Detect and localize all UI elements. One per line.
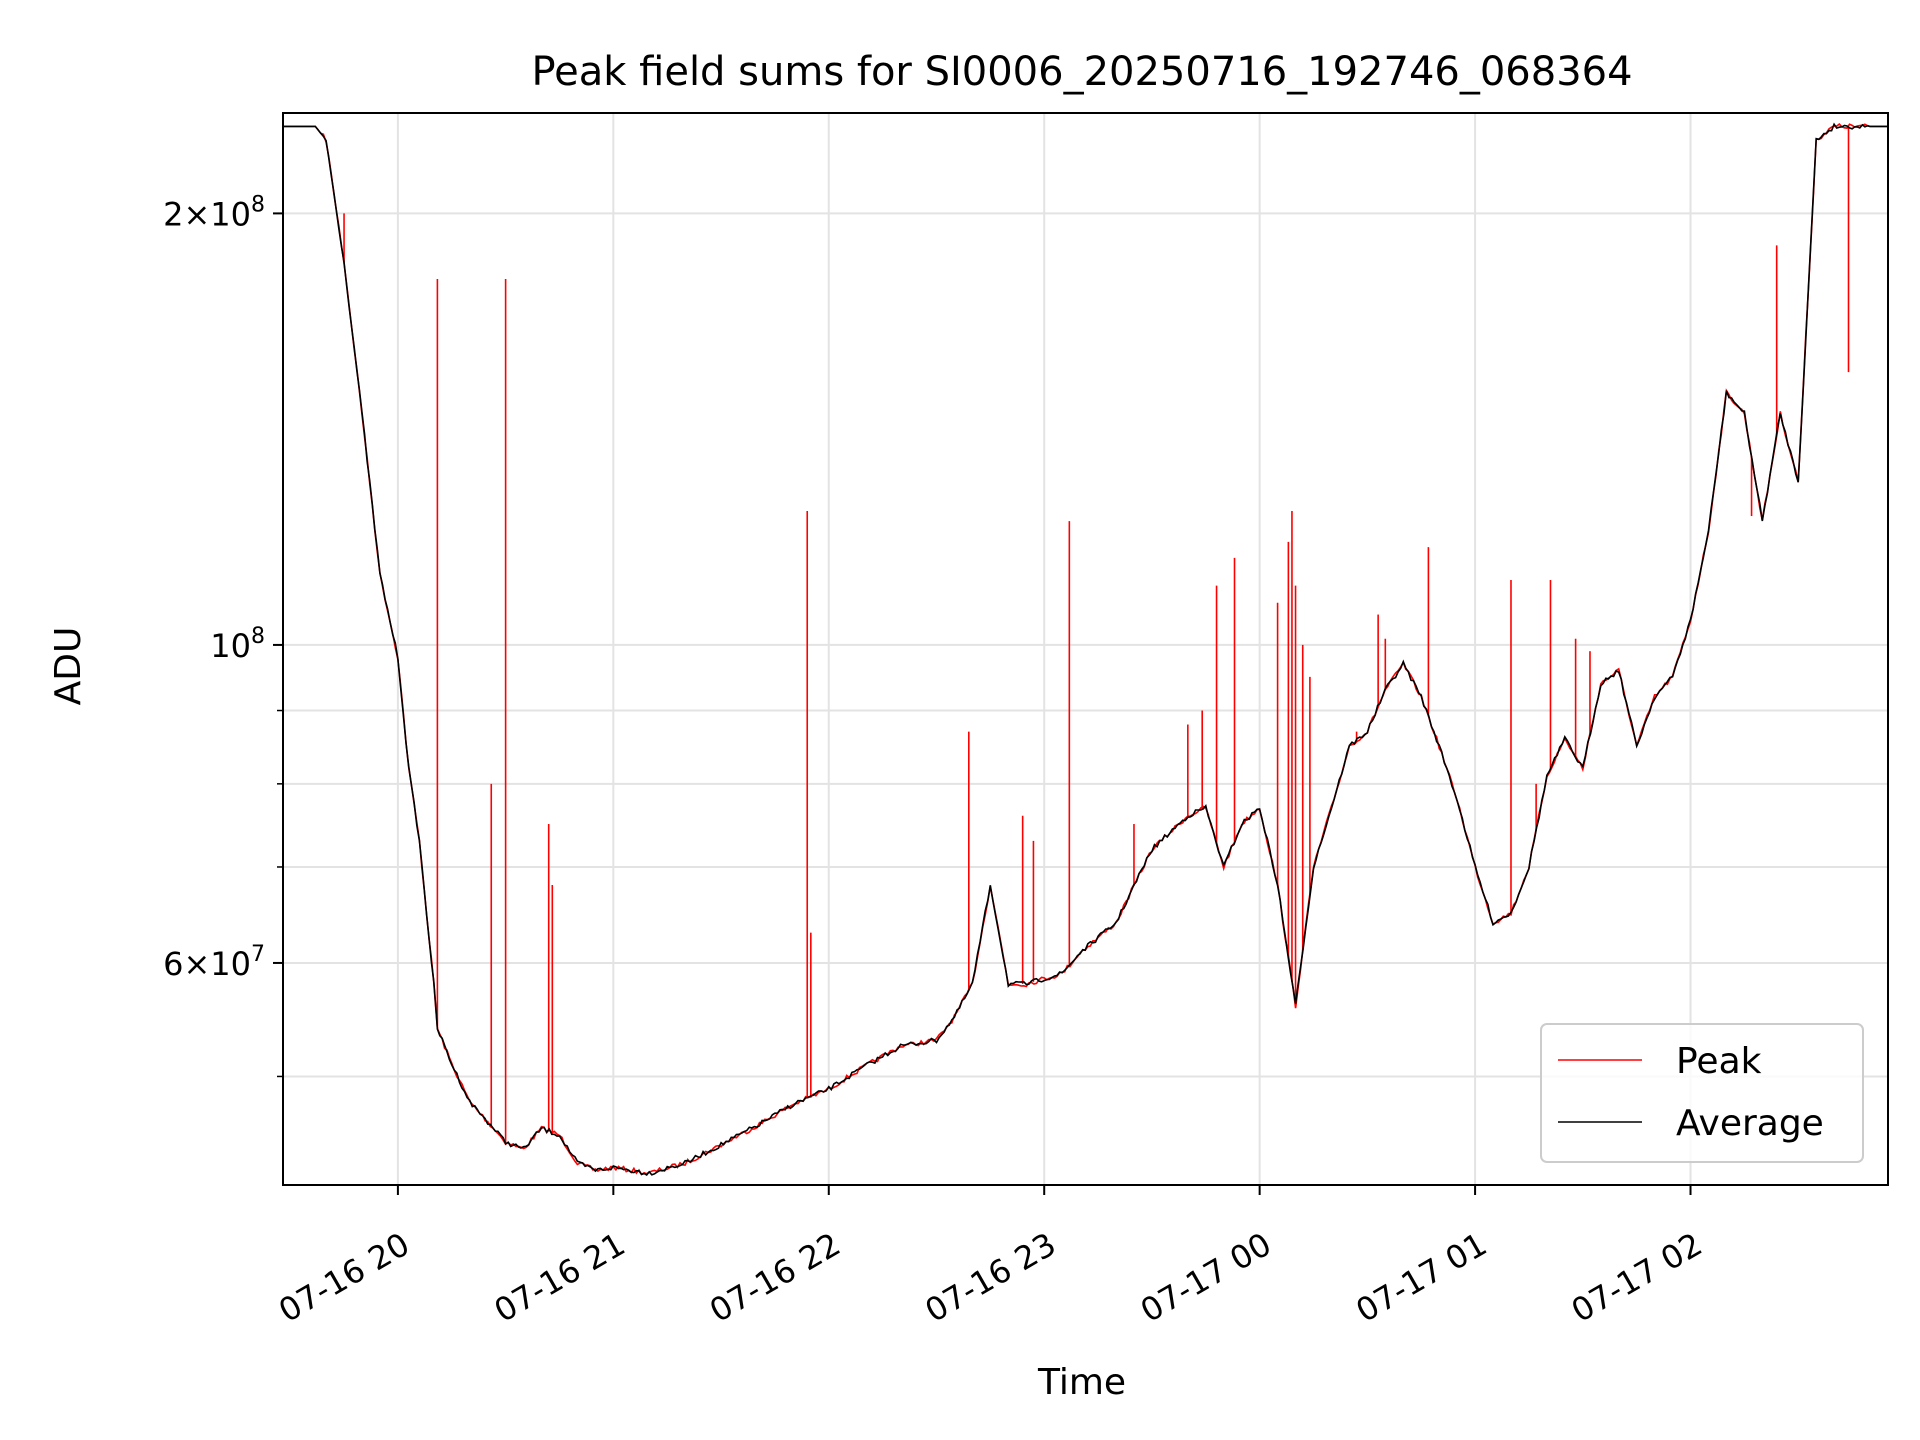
y-tick-label: 2×108 bbox=[163, 192, 265, 233]
legend-label-peak: Peak bbox=[1676, 1041, 1762, 1082]
x-axis-label: Time bbox=[1037, 1362, 1126, 1403]
y-axis-label: ADU bbox=[48, 627, 89, 706]
plot-frame bbox=[282, 112, 1889, 1186]
y-tick-label: 108 bbox=[210, 624, 265, 665]
grid bbox=[283, 113, 1888, 1185]
series-layer bbox=[283, 122, 1888, 1177]
y-axis: 6×107 108 2×108 bbox=[163, 192, 283, 1078]
legend: Peak Average bbox=[1540, 1023, 1864, 1163]
legend-label-average: Average bbox=[1676, 1103, 1824, 1144]
y-tick-label: 6×107 bbox=[163, 942, 265, 983]
average-series-line bbox=[283, 122, 1888, 1177]
legend-box bbox=[1540, 1023, 1864, 1163]
chart-title: Peak field sums for SI0006_20250716_1927… bbox=[531, 49, 1632, 95]
